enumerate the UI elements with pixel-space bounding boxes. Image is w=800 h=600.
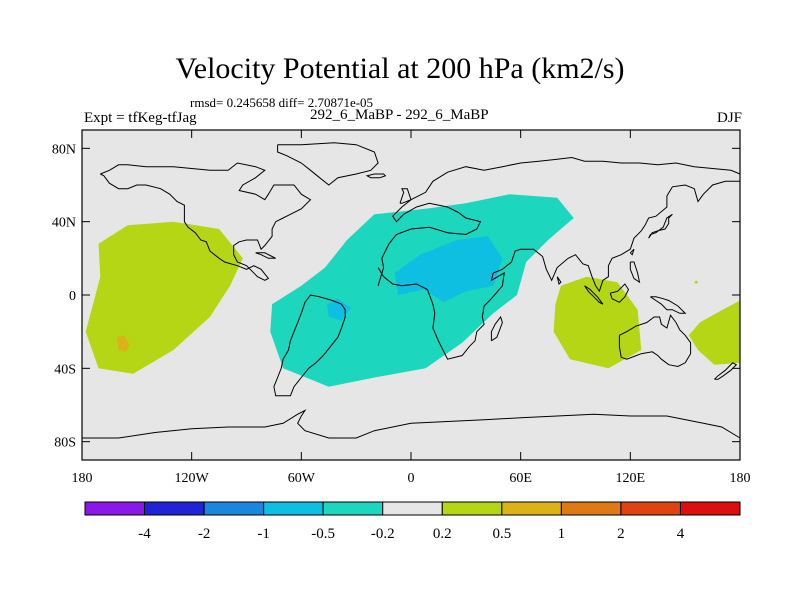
colorbar-box-0 (84, 501, 146, 516)
colorbar-label-8: 2 (617, 526, 625, 542)
y-tick-label-0: 80N (52, 142, 76, 157)
colorbar-box-8 (560, 501, 622, 516)
coastline-6 (618, 314, 692, 368)
colorbar-box-7 (501, 501, 562, 516)
colorbar-box-1 (144, 501, 205, 516)
colorbar-box-4 (322, 501, 384, 516)
colorbar-label-1: -2 (198, 526, 211, 542)
contour-region-1 (116, 335, 130, 352)
colorbar-label-7: 1 (558, 526, 566, 542)
x-tick-label-4: 60E (509, 471, 532, 486)
colorbar-label-2: -1 (257, 526, 270, 542)
coastline-12 (399, 188, 412, 204)
y-tick-label-2: 0 (69, 289, 76, 304)
stats-text: rmsd= 0.245658 diff= 2.70871e-05 (190, 95, 374, 110)
y-tick-label-1: 40N (52, 216, 76, 231)
contour-region-3 (394, 236, 503, 303)
x-tick-label-3: 0 (408, 471, 415, 486)
colorbar-box-3 (263, 501, 324, 516)
coastline-5 (82, 409, 741, 439)
coastline-14 (490, 315, 503, 342)
colorbar-box-6 (441, 501, 503, 516)
coastline-0 (273, 294, 346, 397)
coastline-11 (648, 213, 673, 239)
colorbar-label-6: 0.5 (492, 526, 511, 542)
season-label: DJF (716, 110, 742, 126)
contour-region-7 (694, 280, 698, 284)
coastline-4 (277, 142, 379, 186)
coastline-8 (609, 283, 630, 303)
x-tick-label-0: 180 (72, 471, 93, 486)
coastline-15 (556, 276, 562, 285)
colorbar-label-9: 4 (677, 526, 685, 542)
colorbar-box-2 (203, 501, 265, 516)
case-label: 292_6_MaBP - 292_6_MaBP (310, 107, 489, 123)
x-tick-label-6: 180 (730, 471, 751, 486)
colorbar-label-4: -0.2 (371, 526, 395, 542)
coastline-9 (650, 296, 687, 314)
y-tick-label-4: 80S (54, 436, 76, 451)
y-tick-label-3: 40S (54, 362, 76, 377)
colorbar-label-5: 0.2 (433, 526, 452, 542)
contour-region-2 (270, 194, 574, 387)
x-tick-label-5: 120E (616, 471, 646, 486)
colorbar-box-10 (679, 501, 741, 516)
coastline-17 (629, 261, 641, 284)
coastline-13 (365, 173, 387, 179)
coastline-10 (714, 362, 738, 380)
chart-title: Velocity Potential at 200 hPa (km2/s) (175, 52, 625, 85)
contour-region-0 (85, 221, 243, 374)
colorbar-box-9 (620, 501, 681, 516)
colorbar-label-3: -0.5 (311, 526, 335, 542)
colorbar-label-0: -4 (138, 526, 151, 542)
coastline-3 (100, 162, 312, 281)
coastline-2 (377, 180, 740, 360)
coastline-16 (629, 248, 635, 256)
experiment-label: Expt = tfKeg-tfJag (84, 110, 197, 126)
contour-region-6 (688, 300, 740, 365)
coastline-18 (255, 252, 276, 259)
x-tick-label-2: 60W (288, 471, 316, 486)
coastline-7 (584, 285, 604, 305)
x-tick-label-1: 120W (175, 471, 210, 486)
colorbar-box-5 (382, 501, 443, 516)
